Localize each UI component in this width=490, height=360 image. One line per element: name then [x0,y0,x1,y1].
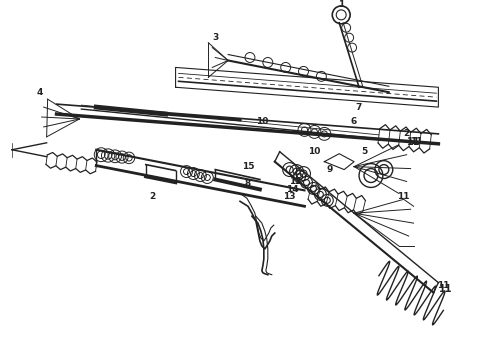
Text: 11: 11 [407,137,420,147]
Text: 2: 2 [149,192,156,201]
Text: 4: 4 [37,88,43,97]
Text: 15: 15 [242,162,254,171]
Text: 13: 13 [283,192,296,201]
Text: 10: 10 [308,147,320,156]
Text: 7: 7 [356,103,362,112]
Text: 2: 2 [404,129,410,138]
Text: 11: 11 [397,192,410,201]
Text: 10: 10 [256,117,268,126]
Text: 9: 9 [326,165,333,174]
Text: 11: 11 [410,137,423,146]
Text: 8: 8 [245,179,251,188]
Text: 5: 5 [361,147,367,156]
Text: 6: 6 [351,117,357,126]
Text: 12: 12 [289,177,302,186]
Text: 11: 11 [437,281,450,290]
Text: 3: 3 [212,33,219,42]
Text: 1: 1 [338,0,344,9]
Text: 14: 14 [286,185,299,194]
Text: 11: 11 [439,284,452,294]
